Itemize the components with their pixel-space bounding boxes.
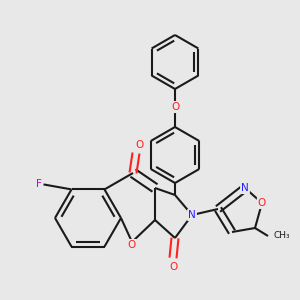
Text: O: O <box>171 102 179 112</box>
Text: CH₃: CH₃ <box>273 232 290 241</box>
Text: F: F <box>36 179 41 189</box>
Text: N: N <box>241 183 249 193</box>
Text: N: N <box>188 210 196 220</box>
Text: O: O <box>128 240 136 250</box>
Text: O: O <box>135 140 143 150</box>
Text: O: O <box>169 262 177 272</box>
Text: O: O <box>258 198 266 208</box>
